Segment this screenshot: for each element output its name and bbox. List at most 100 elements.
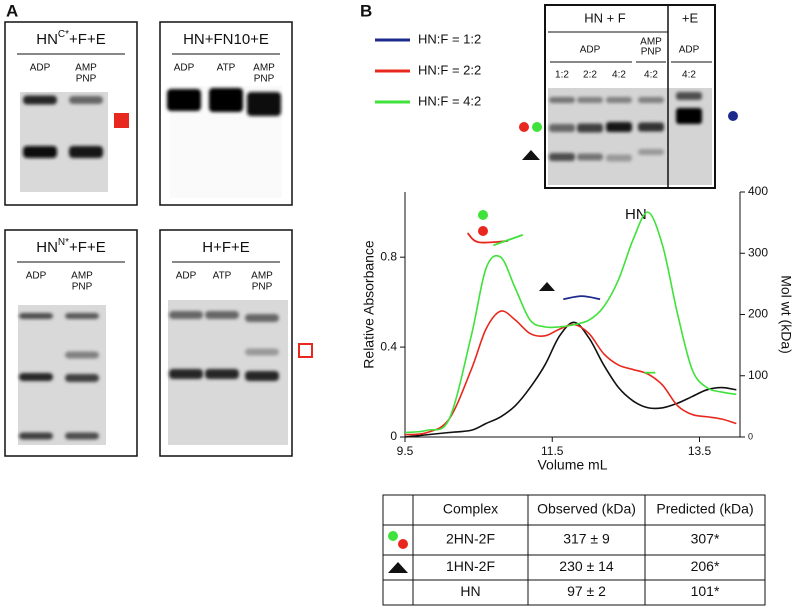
y-axis-label: Relative Absorbance bbox=[361, 240, 377, 369]
y-tick-label: 0.4 bbox=[380, 339, 397, 353]
title-main: HN bbox=[36, 31, 58, 48]
lane-label: ADP bbox=[26, 271, 47, 282]
gel-band bbox=[549, 124, 575, 132]
table-cell: 230 ± 14 bbox=[559, 558, 614, 574]
gel-band bbox=[676, 108, 702, 124]
lane-label: PNP bbox=[254, 74, 275, 85]
gel-band bbox=[606, 122, 632, 132]
x-axis-label: Volume mL bbox=[537, 457, 607, 473]
gel-band bbox=[69, 146, 103, 158]
lane-label: AMP bbox=[75, 63, 97, 74]
table-cell: 97 ± 2 bbox=[567, 583, 606, 599]
gel-band bbox=[69, 96, 103, 104]
legend-label: HN:F = 2:2 bbox=[418, 62, 481, 77]
lane-label: AMP bbox=[71, 271, 93, 282]
gel-band bbox=[65, 351, 99, 359]
gel-title: H+F+E bbox=[202, 239, 250, 256]
lane-label: ADP bbox=[176, 271, 197, 282]
gel-title: HNC*+F+E bbox=[36, 29, 105, 48]
table-cell: 1HN-2F bbox=[446, 558, 495, 574]
mol-wt-segment bbox=[466, 232, 509, 244]
red-dot bbox=[478, 226, 488, 236]
triangle-marker bbox=[522, 150, 540, 160]
gel-panel-frame bbox=[4, 21, 138, 206]
lane-label: AMP bbox=[251, 271, 273, 282]
y2-tick-label: 400 bbox=[748, 184, 768, 198]
lane-label: 1:2 bbox=[555, 70, 569, 81]
gel-band bbox=[23, 95, 57, 105]
table-header: Predicted (kDa) bbox=[656, 501, 753, 517]
absorbance-curve bbox=[404, 310, 737, 436]
title-rest: +F+E bbox=[69, 239, 106, 256]
gel-band bbox=[65, 374, 99, 382]
x-tick-label: 9.5 bbox=[397, 444, 414, 458]
table-cell: 317 ± 9 bbox=[563, 531, 610, 547]
gel-band bbox=[676, 92, 702, 100]
legend-label: HN:F = 1:2 bbox=[418, 31, 481, 46]
red-dot bbox=[519, 122, 529, 132]
gel-title: HNN*+F+E bbox=[36, 237, 105, 256]
table-cell: 101* bbox=[691, 583, 720, 599]
gel-band bbox=[169, 369, 203, 379]
y2-tick-label: 300 bbox=[748, 245, 768, 259]
gel-band bbox=[65, 313, 99, 319]
condition-label: ADP bbox=[679, 45, 700, 56]
condition-label: ADP bbox=[580, 45, 601, 56]
red-dot bbox=[398, 539, 408, 549]
gel-band bbox=[205, 311, 239, 319]
complex-marker bbox=[298, 343, 313, 358]
gel-band bbox=[23, 146, 57, 158]
mol-wt-segment bbox=[563, 295, 601, 301]
gel-group-label: HN + F bbox=[584, 10, 626, 25]
triangle-marker bbox=[539, 282, 555, 291]
legend-label: HN:F = 4:2 bbox=[418, 93, 481, 108]
table-cell: 307* bbox=[691, 531, 720, 547]
gel-band bbox=[245, 314, 279, 322]
lane-label: AMP bbox=[253, 63, 275, 74]
lane-label: PNP bbox=[72, 282, 93, 293]
y-tick-label: 0 bbox=[390, 429, 397, 443]
gel-panel-frame bbox=[4, 229, 138, 457]
gel-band bbox=[19, 313, 53, 319]
lane-label: ADP bbox=[30, 63, 51, 74]
lane-label: PNP bbox=[76, 74, 97, 85]
gel-band bbox=[169, 311, 203, 319]
gel-band bbox=[638, 122, 664, 132]
mol-wt-segment bbox=[493, 234, 524, 247]
y2-tick-label: 0 bbox=[748, 431, 753, 441]
table-cell: 206* bbox=[691, 558, 720, 574]
table-cell: 2HN-2F bbox=[446, 531, 495, 547]
lane-label: 2:2 bbox=[583, 70, 597, 81]
y-tick-label: 0.8 bbox=[380, 249, 397, 263]
gel-band bbox=[577, 123, 603, 133]
gel-title: HN+FN10+E bbox=[183, 31, 269, 48]
lane-label: ADP bbox=[174, 63, 195, 74]
lane-label: 4:2 bbox=[644, 70, 658, 81]
panel-label: B bbox=[360, 1, 372, 20]
lane-label: ATP bbox=[213, 271, 232, 282]
condition-label: PNP bbox=[641, 47, 662, 58]
y2-tick-label: 100 bbox=[748, 368, 768, 382]
x-tick-label: 11.5 bbox=[541, 444, 564, 458]
lane-label: 4:2 bbox=[682, 70, 696, 81]
table-header: Observed (kDa) bbox=[537, 501, 636, 517]
gel-band bbox=[65, 432, 99, 440]
y2-axis-label: Mol wt (kDa) bbox=[778, 275, 794, 354]
x-tick-label: 13.5 bbox=[688, 444, 712, 458]
table-header: Complex bbox=[443, 501, 498, 517]
gel-band bbox=[638, 97, 664, 103]
panel-label: A bbox=[6, 1, 18, 20]
green-dot bbox=[532, 122, 542, 132]
gel-band bbox=[205, 369, 239, 379]
gel-band bbox=[577, 97, 603, 103]
gel-band bbox=[167, 89, 201, 111]
table-frame bbox=[382, 494, 766, 606]
condition-label: AMP bbox=[640, 37, 662, 48]
lane-label: ATP bbox=[217, 63, 236, 74]
gel-group-label: +E bbox=[682, 10, 699, 25]
green-dot bbox=[478, 210, 488, 220]
gel-band bbox=[19, 432, 53, 440]
gel-band bbox=[577, 153, 603, 161]
gel-b-image bbox=[548, 88, 712, 185]
table-cell: HN bbox=[460, 583, 480, 599]
